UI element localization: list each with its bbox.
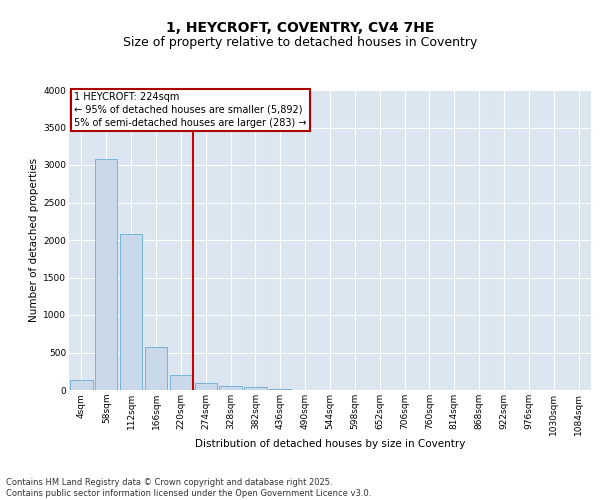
Bar (95, 159, 118, 390)
X-axis label: Distribution of detached houses by size in Coventry: Distribution of detached houses by size … (195, 439, 465, 449)
Bar (194, 383, 217, 390)
Text: 1, HEYCROFT, COVENTRY, CV4 7HE: 1, HEYCROFT, COVENTRY, CV4 7HE (166, 20, 434, 34)
Text: 1 HEYCROFT: 224sqm
← 95% of detached houses are smaller (5,892)
5% of semi-detac: 1 HEYCROFT: 224sqm ← 95% of detached hou… (74, 92, 307, 128)
Text: Size of property relative to detached houses in Coventry: Size of property relative to detached ho… (123, 36, 477, 49)
Y-axis label: Number of detached properties: Number of detached properties (29, 158, 39, 322)
Bar (220, 386, 242, 390)
Bar (244, 388, 266, 390)
Bar (70, 380, 92, 390)
Bar (145, 346, 167, 390)
Text: Contains HM Land Registry data © Crown copyright and database right 2025.
Contai: Contains HM Land Registry data © Crown c… (6, 478, 371, 498)
Bar (120, 234, 142, 390)
Bar (170, 376, 192, 390)
Bar (269, 388, 292, 390)
